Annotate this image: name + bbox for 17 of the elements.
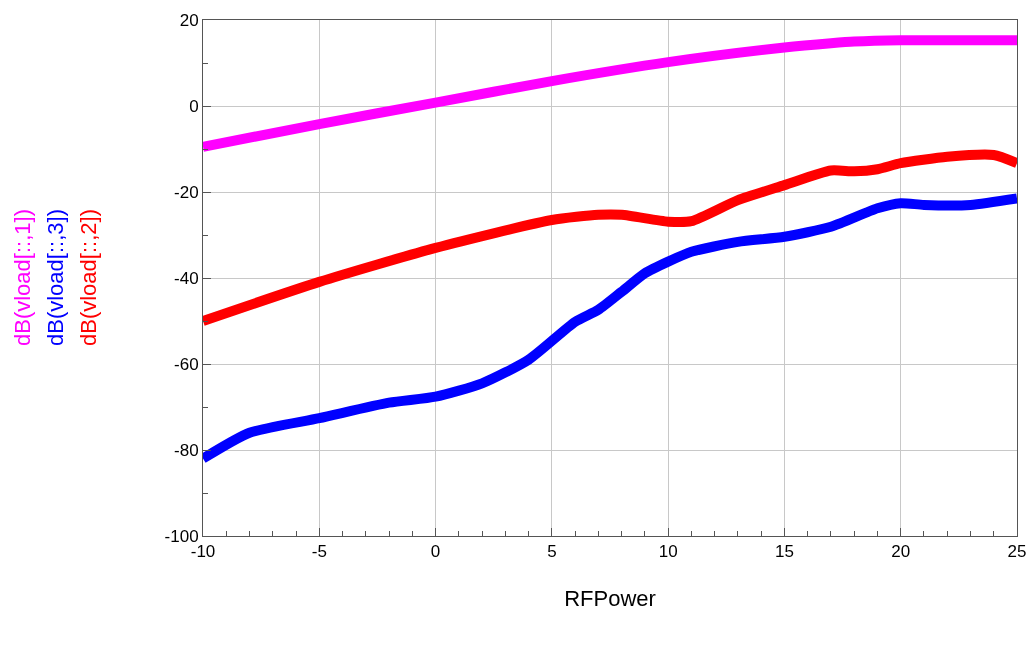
x-tick-label: 15 xyxy=(774,542,794,562)
x-tick-label: -5 xyxy=(311,542,327,562)
x-tick-label: 5 xyxy=(547,542,557,562)
x-tick-label: 0 xyxy=(430,542,441,562)
y-tick-label: -60 xyxy=(174,354,199,374)
y-tick-label: 0 xyxy=(189,96,199,116)
text: dB(vload[::,2]) xyxy=(76,209,101,346)
y-tick-label: 20 xyxy=(179,10,199,30)
text: dB(vload[::,1]) xyxy=(10,209,35,346)
x-tick-label: 10 xyxy=(658,542,678,562)
x-tick-label: 20 xyxy=(891,542,911,562)
y-tick-label: -40 xyxy=(174,268,199,288)
y-tick-label: -20 xyxy=(174,182,199,202)
y-tick-label: -80 xyxy=(174,440,199,460)
text: dB(vload[::,3]) xyxy=(43,209,68,346)
x-tick-label: 25 xyxy=(1007,542,1027,562)
x-axis-title: RFPower xyxy=(564,586,656,612)
